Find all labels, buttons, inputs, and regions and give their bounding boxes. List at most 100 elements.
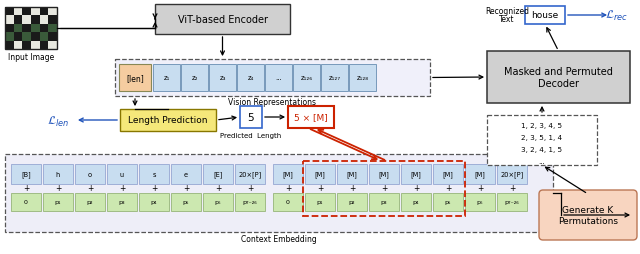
Text: +: + <box>509 184 515 193</box>
Bar <box>235 193 265 211</box>
Text: [B]: [B] <box>21 171 31 178</box>
Bar <box>237 65 264 92</box>
Text: Input Image: Input Image <box>8 52 54 61</box>
Bar <box>321 65 348 92</box>
Bar <box>171 193 201 211</box>
Bar <box>155 5 290 35</box>
Bar <box>13 16 22 25</box>
Text: [M]: [M] <box>283 171 293 178</box>
Bar <box>369 193 399 211</box>
Text: e: e <box>184 171 188 177</box>
Bar <box>49 16 57 25</box>
Text: $\mathcal{L}_{len}$: $\mathcal{L}_{len}$ <box>47 115 69 129</box>
Text: p₅: p₅ <box>183 200 189 205</box>
Bar <box>22 16 31 25</box>
Text: Text: Text <box>499 14 515 23</box>
Text: Length Prediction: Length Prediction <box>128 116 208 125</box>
Text: [M]: [M] <box>347 171 357 178</box>
Text: p₂: p₂ <box>87 200 93 205</box>
Text: $\mathcal{L}_{rec}$: $\mathcal{L}_{rec}$ <box>605 9 628 23</box>
Bar <box>305 164 335 184</box>
Bar <box>171 164 201 184</box>
Bar <box>13 8 22 16</box>
Bar <box>49 8 57 16</box>
Text: p₂: p₂ <box>349 200 355 205</box>
Text: 1, 2, 3, 4, 5: 1, 2, 3, 4, 5 <box>522 122 563 129</box>
Bar <box>465 193 495 211</box>
Bar <box>139 164 169 184</box>
Bar <box>13 41 22 50</box>
Bar <box>11 164 41 184</box>
Text: 20×[P]: 20×[P] <box>238 171 262 178</box>
Text: +: + <box>119 184 125 193</box>
Bar <box>139 193 169 211</box>
Text: p₄: p₄ <box>413 200 419 205</box>
Bar <box>5 154 553 232</box>
Text: z₄: z₄ <box>247 75 253 81</box>
Text: p₄: p₄ <box>151 200 157 205</box>
Bar <box>203 193 233 211</box>
Bar <box>369 164 399 184</box>
Text: p₃: p₃ <box>381 200 387 205</box>
Text: z₁₂₇: z₁₂₇ <box>328 75 340 81</box>
Text: 20×[P]: 20×[P] <box>500 171 524 178</box>
Text: s: s <box>152 171 156 177</box>
Text: h: h <box>56 171 60 177</box>
Text: +: + <box>317 184 323 193</box>
Bar <box>40 16 49 25</box>
Bar <box>181 65 208 92</box>
Bar <box>115 60 430 97</box>
Text: Recognized: Recognized <box>485 7 529 17</box>
Bar <box>153 65 180 92</box>
Bar <box>337 164 367 184</box>
Bar <box>5 33 13 41</box>
Text: z₂: z₂ <box>191 75 198 81</box>
Bar <box>273 164 303 184</box>
Bar <box>5 8 13 16</box>
Text: [M]: [M] <box>443 171 453 178</box>
Text: p₇₋₂₆: p₇₋₂₆ <box>504 200 520 205</box>
Text: Masked and Permuted
Decoder: Masked and Permuted Decoder <box>504 67 613 88</box>
Bar <box>49 33 57 41</box>
Bar <box>5 25 13 33</box>
Bar <box>22 33 31 41</box>
Text: Predicted  Length: Predicted Length <box>220 133 282 138</box>
Bar <box>401 193 431 211</box>
Text: 0: 0 <box>24 200 28 205</box>
Text: [E]: [E] <box>213 171 223 178</box>
Bar <box>22 41 31 50</box>
Bar <box>401 164 431 184</box>
Bar <box>5 41 13 50</box>
Text: p₆: p₆ <box>215 200 221 205</box>
Bar <box>433 193 463 211</box>
Bar <box>433 164 463 184</box>
Bar <box>11 193 41 211</box>
Text: p₆: p₆ <box>477 200 483 205</box>
Bar <box>22 8 31 16</box>
Text: +: + <box>477 184 483 193</box>
Text: Context Embedding: Context Embedding <box>241 235 317 244</box>
Bar <box>120 109 216 132</box>
Text: z₁₂₈: z₁₂₈ <box>356 75 369 81</box>
Text: u: u <box>120 171 124 177</box>
Text: ...: ... <box>275 75 282 81</box>
Text: 3, 2, 4, 1, 5: 3, 2, 4, 1, 5 <box>522 146 563 152</box>
Text: +: + <box>247 184 253 193</box>
Bar <box>119 65 151 92</box>
Text: +: + <box>151 184 157 193</box>
Bar <box>349 65 376 92</box>
Bar <box>273 193 303 211</box>
Bar <box>31 41 40 50</box>
Text: +: + <box>381 184 387 193</box>
Bar <box>22 25 31 33</box>
Bar <box>43 164 73 184</box>
Text: p₃: p₃ <box>119 200 125 205</box>
Bar <box>240 107 262 129</box>
Text: +: + <box>285 184 291 193</box>
Text: +: + <box>87 184 93 193</box>
Bar <box>49 41 57 50</box>
Bar <box>31 16 40 25</box>
Text: 5: 5 <box>248 113 254 122</box>
Bar <box>203 164 233 184</box>
Text: [M]: [M] <box>379 171 389 178</box>
